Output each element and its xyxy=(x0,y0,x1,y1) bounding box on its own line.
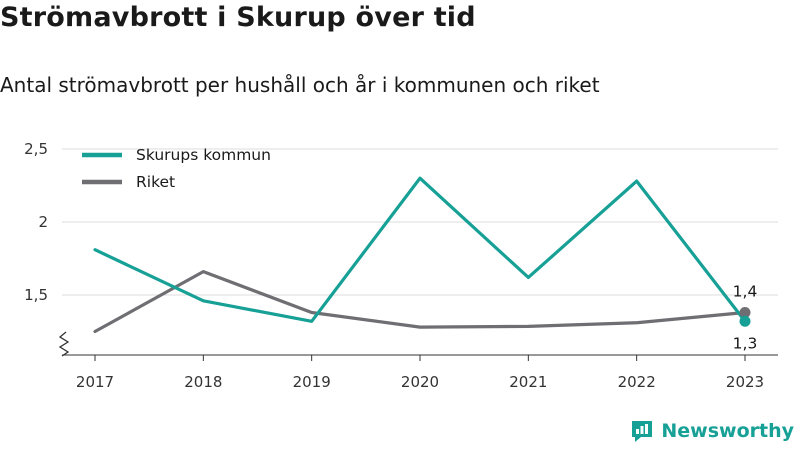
newsworthy-logo-text: Newsworthy xyxy=(661,420,794,442)
y-tick-label: 2 xyxy=(38,213,48,231)
x-tick-label: 2023 xyxy=(726,373,764,391)
x-tick-label: 2019 xyxy=(293,373,331,391)
end-point-riket xyxy=(739,307,751,319)
y-tick-label: 2,5 xyxy=(24,140,48,158)
chart-title: Strömavbrott i Skurup över tid xyxy=(0,2,476,33)
x-tick-label: 2017 xyxy=(76,373,114,391)
axis-break-icon xyxy=(58,331,70,357)
series-line-riket xyxy=(93,270,747,334)
newsworthy-logo-icon xyxy=(632,421,653,442)
x-tick-label: 2020 xyxy=(401,373,439,391)
legend-label: Riket xyxy=(136,173,175,191)
y-tick-label: 1,5 xyxy=(24,286,48,304)
legend-label: Skurups kommun xyxy=(136,146,271,164)
chart-subtitle: Antal strömavbrott per hushåll och år i … xyxy=(0,73,600,97)
newsworthy-logo: Newsworthy xyxy=(629,418,794,444)
x-tick-label: 2018 xyxy=(184,373,222,391)
data-label: 1,4 xyxy=(733,283,758,301)
end-point-skurups-kommun xyxy=(739,315,751,327)
data-label: 1,3 xyxy=(733,334,758,352)
x-tick-label: 2022 xyxy=(618,373,656,391)
series-line-skurups-kommun xyxy=(93,176,747,323)
x-tick-label: 2021 xyxy=(509,373,547,391)
